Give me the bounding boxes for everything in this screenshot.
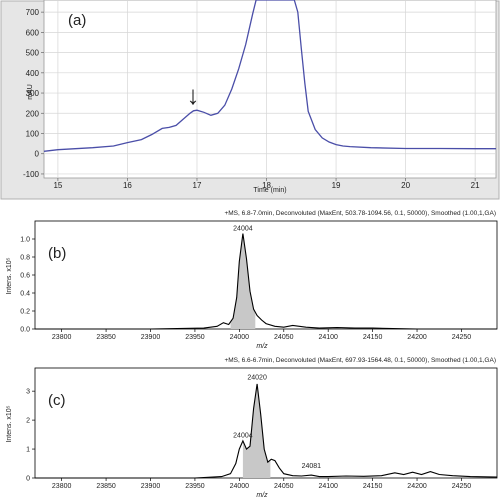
panel-b-x-tick-label: 24150	[363, 334, 383, 341]
panel-a-y-tick-label: 400	[26, 69, 40, 78]
panel-a-y-ticks: -100 0 100 200 300 400 500 600 700	[23, 8, 44, 179]
panel-b-ylabel: Intens. x10⁵	[6, 257, 13, 294]
panel-b-y-ticks: 0.0 0.2 0.4 0.6 0.8 1.0	[20, 237, 35, 334]
panel-b-y-tick-label: 0.8	[20, 255, 30, 262]
panel-b-x-tick-label: 23900	[141, 334, 161, 341]
panel-b-x-ticks: 23800 23850 23900 23950 24000 24050 24100 24150…	[52, 329, 471, 341]
panel-a-trace	[43, 0, 496, 152]
panel-a-y-tick-label: 600	[26, 28, 40, 37]
panel-c-xlabel: m/z	[256, 492, 268, 499]
panel-b-plot-area	[34, 220, 498, 330]
panel-a-x-tick-label: 20	[401, 181, 410, 190]
panel-a: -100 0 100 200 300 400 500 600 700 15 16 17 18 19 20 2…	[0, 0, 500, 200]
panel-c-peak-label: 24004	[233, 432, 253, 439]
panel-b-x-tick-label: 23850	[96, 334, 116, 341]
panel-b-y-tick-label: 0.0	[20, 327, 30, 334]
panel-a-x-tick-label: 17	[193, 181, 202, 190]
panel-c-x-tick-label: 24100	[318, 483, 338, 490]
panel-a-plot-area	[43, 0, 497, 179]
panel-c-y-tick-label: 0	[26, 476, 30, 483]
panel-c-y-ticks: 0 1 2 3	[26, 389, 35, 483]
panel-c-spectrum-trace	[35, 383, 498, 479]
panel-c-shaded-peak	[242, 383, 271, 478]
panel-a-x-tick-label: 15	[53, 181, 62, 190]
panel-b-y-tick-label: 0.2	[20, 309, 30, 316]
panel-b-x-tick-label: 23950	[185, 334, 205, 341]
panel-b-x-tick-label: 24200	[407, 334, 427, 341]
panel-a-y-tick-label: 500	[26, 49, 40, 58]
panel-c-y-tick-label: 3	[26, 389, 30, 396]
panel-b-peak-labels: 24004	[233, 226, 253, 233]
panel-c-x-tick-label: 23950	[185, 483, 205, 490]
panel-c-x-tick-label: 24200	[407, 483, 427, 490]
panel-b-x-tick-label: 24100	[318, 334, 338, 341]
panel-c-x-tick-label: 23800	[52, 483, 72, 490]
panel-b-xlabel: m/z	[256, 343, 268, 350]
panel-b-y-tick-label: 0.6	[20, 273, 30, 280]
panel-c-peak-label: 24020	[247, 374, 267, 381]
panel-b-x-tick-label: 24000	[230, 334, 250, 341]
panel-a-arrow-icon: ↓	[187, 80, 200, 110]
panel-a-gridlines	[44, 0, 496, 178]
panel-a-x-tick-label: 19	[332, 181, 341, 190]
panel-a-y-tick-label: 700	[26, 8, 40, 17]
panel-c-x-tick-label: 24150	[363, 483, 383, 490]
panel-b-y-tick-label: 0.4	[20, 291, 30, 298]
panel-a-x-tick-label: 21	[471, 181, 480, 190]
panel-c-x-tick-label: 24250	[452, 483, 472, 490]
panel-c-x-tick-label: 23850	[96, 483, 116, 490]
panel-c-x-tick-label: 23900	[141, 483, 161, 490]
panel-c-ylabel: Intens. x10⁵	[6, 405, 13, 442]
panel-b-x-tick-label: 23800	[52, 334, 72, 341]
panel-b-header: +MS, 6.8-7.0min, Deconvoluted (MaxEnt, 5…	[224, 210, 496, 217]
panel-c-tag: (c)	[48, 392, 66, 409]
panel-a-y-tick-label: 0	[35, 150, 40, 159]
panel-c-header: +MS, 6.6-6.7min, Deconvoluted (MaxEnt, 6…	[224, 357, 496, 364]
panel-c-peak-labels: 24020 24004 24081	[233, 374, 321, 469]
panel-a-y-tick-label: 300	[26, 89, 40, 98]
panel-a-y-tick-label: -100	[23, 170, 40, 179]
panel-b-x-tick-label: 24250	[452, 334, 472, 341]
panel-c-y-tick-label: 1	[26, 447, 30, 454]
panel-a-y-tick-label: 100	[26, 130, 40, 139]
panel-a-y-tick-label: 200	[26, 109, 40, 118]
panel-c-peak-label: 24081	[302, 463, 322, 470]
panel-c: +MS, 6.6-6.7min, Deconvoluted (MaxEnt, 6…	[6, 357, 498, 499]
panel-b-y-tick-label: 1.0	[20, 237, 30, 244]
panel-b-spectrum-trace	[35, 233, 497, 330]
panel-c-x-tick-label: 24000	[230, 483, 250, 490]
panel-a-x-tick-label: 16	[123, 181, 132, 190]
panel-c-x-ticks: 23800 23850 23900 23950 24000 24050 24100 24150…	[52, 478, 471, 490]
panel-b: +MS, 6.8-7.0min, Deconvoluted (MaxEnt, 5…	[6, 210, 498, 350]
panel-a-tag: (a)	[68, 12, 86, 29]
panel-b-tag: (b)	[48, 245, 66, 262]
panel-c-y-tick-label: 2	[26, 418, 30, 425]
panel-a-x-tick-label: 18	[262, 181, 271, 190]
panel-b-peak-label: 24004	[233, 226, 253, 233]
panel-a-x-ticks: 15 16 17 18 19 20 21	[53, 178, 480, 190]
panel-b-shaded-peak	[230, 233, 256, 329]
panel-a-ylabel: mAU	[27, 84, 34, 100]
panel-a-xlabel: Time (min)	[253, 187, 286, 194]
panel-c-x-tick-label: 24050	[274, 483, 294, 490]
panel-b-x-tick-label: 24050	[274, 334, 294, 341]
